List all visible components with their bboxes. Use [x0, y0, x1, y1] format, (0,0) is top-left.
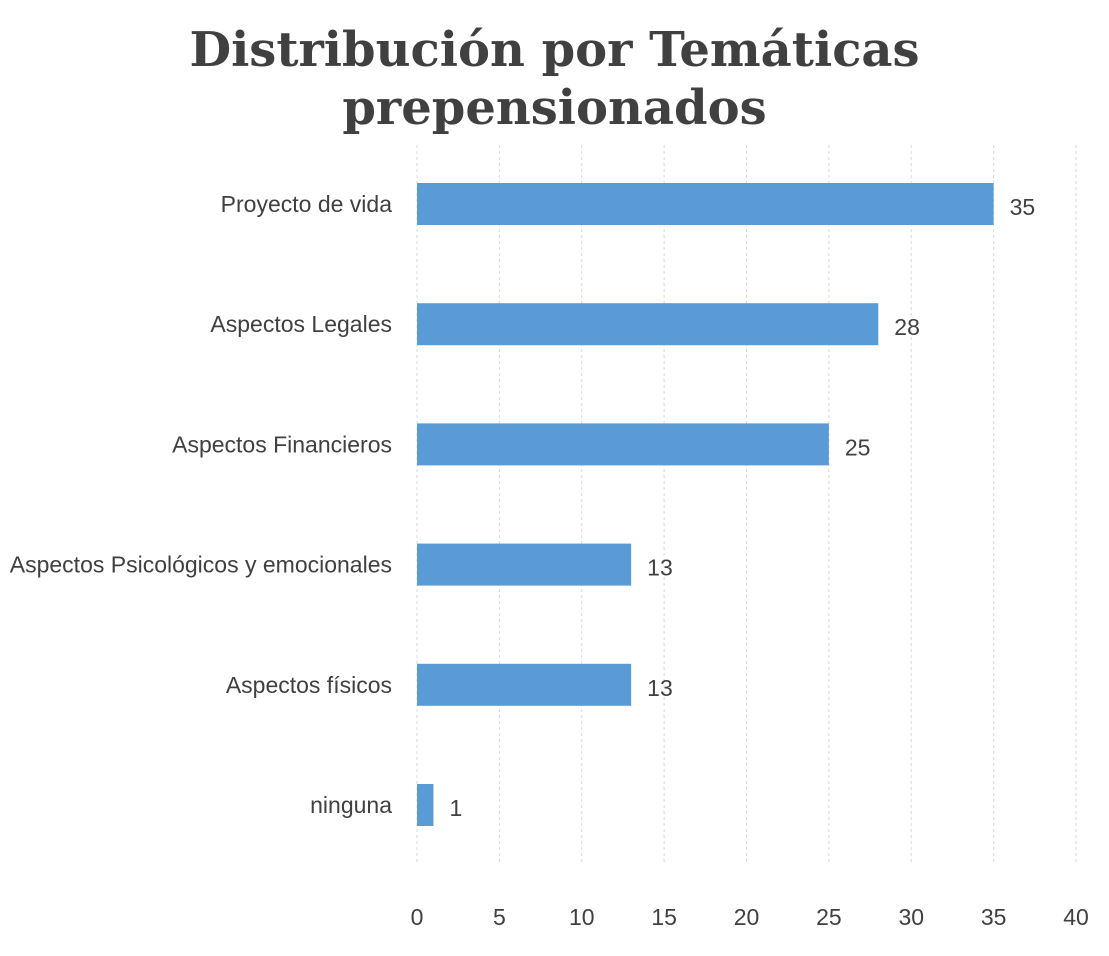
bars	[417, 183, 994, 826]
data-label: 1	[449, 795, 462, 821]
x-tick-label: 0	[411, 904, 424, 930]
bar	[417, 663, 632, 706]
category-label: Aspectos físicos	[226, 672, 392, 698]
category-label: ninguna	[310, 792, 392, 818]
data-label: 25	[845, 434, 871, 460]
chart-title: Distribución por Temáticas prepensionado…	[189, 22, 920, 136]
data-labels: 35 28 25 13 13 1	[449, 194, 1035, 821]
bar	[417, 784, 434, 826]
x-tick-label: 35	[981, 904, 1007, 930]
x-tick-label: 25	[816, 904, 842, 930]
x-tick-label: 10	[569, 904, 595, 930]
x-tick-label: 40	[1063, 904, 1089, 930]
bar	[417, 543, 632, 586]
data-label: 13	[647, 675, 673, 701]
x-axis-ticks: 0 5 10 15 20 25 30 35 40	[411, 904, 1089, 930]
bar	[417, 183, 994, 225]
data-label: 13	[647, 555, 673, 581]
category-label: Aspectos Legales	[210, 311, 392, 337]
data-label: 35	[1010, 194, 1036, 220]
bar	[417, 303, 879, 346]
category-label: Proyecto de vida	[221, 191, 393, 217]
x-tick-label: 30	[898, 904, 924, 930]
x-tick-label: 20	[734, 904, 760, 930]
bar	[417, 423, 829, 466]
category-label: Aspectos Psicológicos y emocionales	[10, 552, 392, 578]
category-labels: Proyecto de vida Aspectos Legales Aspectos…	[10, 191, 392, 818]
category-label: Aspectos Financieros	[172, 431, 392, 457]
grid-lines	[416, 145, 1077, 862]
x-tick-label: 15	[651, 904, 677, 930]
data-label: 28	[894, 314, 920, 340]
x-tick-label: 5	[493, 904, 506, 930]
